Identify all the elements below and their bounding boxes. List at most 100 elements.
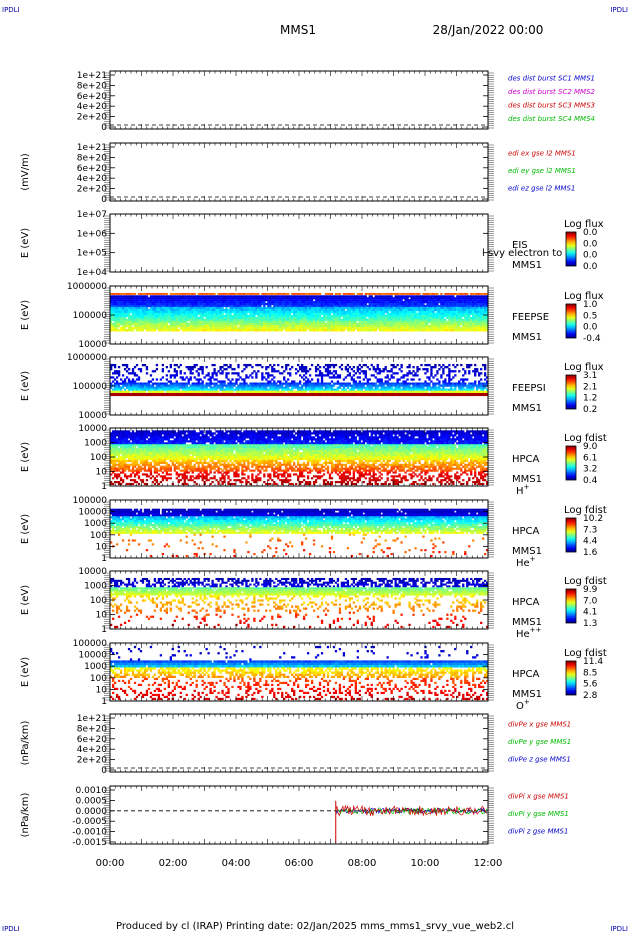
- heatmap-cell: [480, 308, 483, 312]
- heatmap-cell: [271, 314, 274, 318]
- heatmap-cell: [261, 384, 264, 387]
- heatmap-cell: [330, 297, 334, 300]
- heatmap-cell: [291, 299, 294, 302]
- heatmap-cell: [428, 324, 431, 328]
- heatmap-cell: [380, 304, 383, 308]
- heatmap-cell: [179, 376, 182, 379]
- heatmap-cell: [143, 312, 147, 316]
- heatmap-cell: [442, 368, 445, 371]
- heatmap-cell: [213, 329, 216, 332]
- heatmap-cell: [422, 324, 425, 328]
- heatmap-cell: [213, 378, 216, 381]
- heatmap-cell: [390, 322, 393, 326]
- heatmap-cell: [432, 386, 435, 389]
- heatmap-cell: [440, 318, 443, 321]
- heatmap-cell: [380, 382, 383, 385]
- heatmap-cell: [241, 388, 244, 391]
- heatmap-cell: [308, 386, 312, 389]
- heatmap-cell: [169, 376, 172, 379]
- heatmap-cell: [428, 316, 431, 320]
- heatmap-cell: [304, 318, 308, 321]
- heatmap-cell: [452, 314, 455, 318]
- heatmap-cell: [271, 390, 274, 394]
- heatmap-cell: [173, 329, 176, 332]
- heatmap-cell: [442, 382, 445, 385]
- heatmap-cell: [183, 297, 186, 300]
- heatmap-cell: [185, 324, 188, 328]
- heatmap-cell: [221, 324, 224, 328]
- heatmap-cell: [209, 304, 212, 308]
- heatmap-cell: [219, 316, 222, 320]
- heatmap-cell: [322, 297, 326, 300]
- heatmap-cell: [300, 312, 304, 316]
- heatmap-cell: [295, 304, 298, 308]
- heatmap-cell: [346, 384, 350, 387]
- heatmap-cell: [302, 374, 306, 377]
- heatmap-cell: [364, 376, 367, 379]
- heatmap-cell: [253, 299, 256, 302]
- heatmap-cell: [177, 314, 180, 318]
- heatmap-cell: [283, 382, 286, 385]
- heatmap-cell: [167, 390, 170, 394]
- heatmap-cell: [430, 310, 433, 314]
- heatmap-cell: [326, 306, 330, 310]
- heatmap-cell: [436, 372, 439, 375]
- heatmap-cell: [209, 327, 212, 330]
- heatmap-cell: [380, 370, 383, 373]
- heatmap-cell: [115, 370, 119, 373]
- heatmap-cell: [352, 316, 356, 320]
- y-tick-label: 8e+20: [77, 153, 108, 163]
- heatmap-cell: [348, 324, 352, 328]
- heatmap-cell: [149, 380, 153, 383]
- heatmap-cell: [354, 316, 357, 320]
- heatmap-cell: [454, 320, 457, 324]
- heatmap-cell: [320, 324, 324, 328]
- heatmap-cell: [362, 312, 365, 316]
- heatmap-cell: [163, 304, 167, 308]
- heatmap-cell: [370, 384, 373, 387]
- heatmap-cell: [426, 301, 429, 304]
- heatmap-cell: [113, 306, 117, 310]
- heatmap-cell: [271, 299, 274, 302]
- heatmap-cell: [428, 384, 431, 387]
- heatmap-cell: [183, 314, 186, 318]
- heatmap-cell: [396, 384, 399, 387]
- heatmap-cell: [269, 320, 272, 324]
- heatmap-cell: [169, 310, 172, 314]
- heatmap-cell: [414, 295, 417, 298]
- heatmap-cell: [267, 299, 270, 302]
- heatmap-cell: [462, 310, 465, 314]
- heatmap-cell: [110, 308, 113, 312]
- heatmap-cell: [157, 310, 161, 314]
- heatmap-cell: [209, 292, 212, 295]
- heatmap-cell: [229, 386, 232, 389]
- heatmap-cell: [283, 390, 286, 394]
- heatmap-cell: [135, 386, 139, 389]
- heatmap-cell: [243, 390, 246, 394]
- heatmap-cell: [330, 329, 334, 332]
- heatmap-cell: [175, 327, 178, 330]
- heatmap-cell: [418, 312, 421, 316]
- heatmap-cell: [129, 380, 133, 383]
- heatmap-cell: [239, 388, 242, 391]
- heatmap-cell: [299, 310, 302, 314]
- heatmap-cell: [370, 374, 373, 377]
- heatmap-cell: [137, 320, 141, 324]
- heatmap-cell: [259, 316, 262, 320]
- heatmap-cell: [121, 386, 125, 389]
- heatmap-cell: [169, 324, 172, 328]
- heatmap-cell: [110, 386, 113, 389]
- heatmap-cell: [169, 292, 172, 295]
- heatmap-cell: [110, 366, 113, 369]
- heatmap-cell: [149, 316, 153, 320]
- heatmap-cell: [308, 382, 312, 385]
- heatmap-cell: [261, 374, 264, 377]
- heatmap-cell: [432, 310, 435, 314]
- heatmap-cell: [169, 329, 172, 332]
- heatmap-cell: [440, 304, 443, 308]
- heatmap-cell: [424, 327, 427, 330]
- heatmap-cell: [277, 388, 280, 391]
- heatmap-cell: [181, 386, 184, 389]
- heatmap-cell: [115, 388, 119, 391]
- heatmap-cell: [205, 366, 208, 369]
